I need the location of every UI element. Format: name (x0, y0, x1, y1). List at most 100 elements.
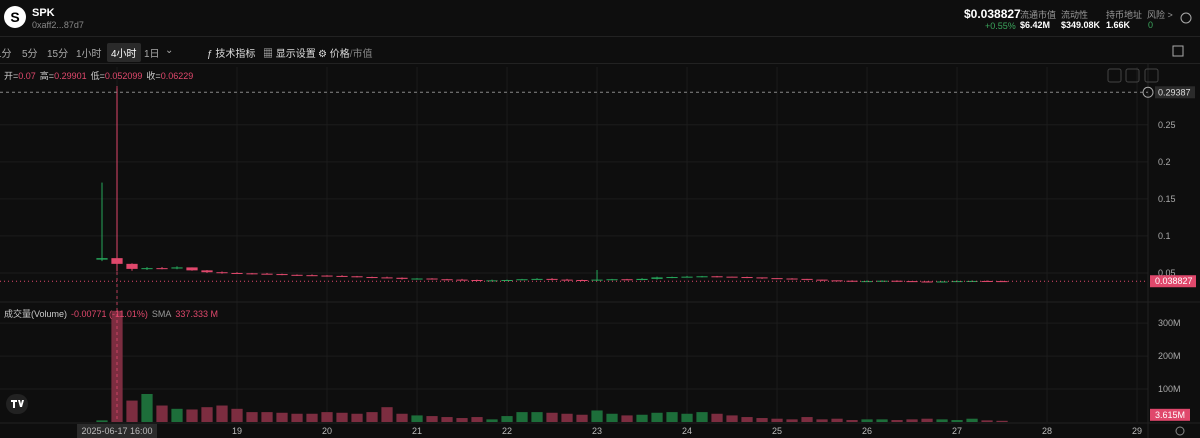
candle-body (156, 268, 168, 270)
token-logo: S (4, 6, 26, 28)
interval[interactable]: 1分 (0, 49, 12, 60)
candle-body (921, 281, 933, 283)
volume-bar (801, 417, 813, 422)
interval[interactable]: 5分 (22, 49, 38, 60)
fullscreen-button[interactable] (1172, 45, 1184, 57)
candle-body (996, 281, 1008, 283)
candle-body (786, 278, 798, 280)
volume-bar (741, 417, 753, 422)
pane-button[interactable] (1125, 68, 1140, 83)
candle-body (801, 278, 813, 280)
volume-bar (186, 409, 198, 422)
stat-label: 持币地址 (1106, 10, 1143, 20)
volume-bar (486, 419, 498, 422)
candle-body (411, 278, 423, 280)
stat-value: $349.08K (1061, 20, 1101, 30)
volume-bar (936, 419, 948, 422)
price-toggle[interactable]: ⚙ 价格/市值 (318, 45, 373, 60)
pane-button[interactable] (1107, 68, 1122, 83)
candle-body (291, 274, 303, 276)
volume-bar (606, 413, 618, 422)
y-tick-label: 0.15 (1158, 194, 1176, 204)
candle-body (771, 278, 783, 280)
x-tick-label: 29 (1132, 426, 1142, 436)
volume-bar (456, 418, 468, 422)
stat-value: 1.66K (1106, 20, 1131, 30)
volume-bar (156, 405, 168, 422)
volume-bar (216, 405, 228, 422)
volume-bar (981, 420, 993, 422)
candle-body (201, 270, 213, 273)
slash: / (349, 49, 353, 60)
x-tick-label: 26 (862, 426, 872, 436)
candle-body (141, 268, 153, 270)
volume-bar (111, 310, 123, 422)
interval[interactable]: 15分 (47, 49, 69, 60)
interval[interactable]: 1日 (144, 49, 160, 60)
y-tick-label: 100M (1158, 384, 1181, 394)
header-settings-button[interactable] (1180, 12, 1192, 24)
candle-body (876, 280, 888, 282)
pane-button[interactable] (1144, 68, 1159, 83)
x-tick-label: 21 (412, 426, 422, 436)
volume-bar (621, 415, 633, 422)
display-label: 显示设置 (275, 49, 316, 60)
volume-bar (696, 412, 708, 422)
candle-body (231, 272, 243, 274)
symbol: SPK (32, 7, 55, 19)
volume-bar (636, 414, 648, 422)
risk-value: 0 (1148, 20, 1154, 30)
open-label: 开= (4, 71, 18, 81)
icon: ▦ (263, 49, 276, 60)
volume-bar (726, 415, 738, 422)
interval-active[interactable]: 4小时 (107, 43, 141, 62)
candle-body (246, 273, 258, 275)
interval[interactable]: 1小时 (76, 49, 102, 60)
candle-body (171, 267, 183, 269)
indicators-button[interactable]: ƒ 技术指标 (207, 45, 255, 60)
candle-body (936, 281, 948, 283)
volume-bar (756, 418, 768, 422)
volume-bar (141, 393, 153, 422)
risk-label[interactable]: 风险 > (1147, 10, 1173, 20)
stat-label: 流动性 (1061, 10, 1089, 20)
volume-bar (501, 416, 513, 422)
candle-body (276, 274, 288, 276)
candle-body (501, 279, 513, 281)
candle-body (546, 278, 558, 280)
y-tick-label: 0.05 (1158, 268, 1176, 278)
candle-body (96, 258, 108, 260)
tv-logo[interactable] (6, 394, 28, 414)
x-tick-label: 22 (502, 426, 512, 436)
x-tick-label: 27 (952, 426, 962, 436)
volume-bar (381, 407, 393, 422)
volume-bar (591, 410, 603, 422)
volume-bar (546, 412, 558, 422)
volume-bar (846, 420, 858, 422)
x-crosshair-box (77, 424, 158, 438)
volume-bar (261, 412, 273, 422)
crosshair-price-box (1155, 86, 1195, 99)
candle-body (441, 279, 453, 281)
candle-body (891, 280, 903, 282)
volume-name: 成交量(Volume) (4, 308, 67, 319)
volume-bar (351, 413, 363, 422)
candle-body (531, 278, 543, 280)
tv-logo-mark (11, 400, 24, 408)
volume-bar (516, 412, 528, 422)
candle-body (471, 279, 483, 281)
display-button[interactable]: ▦ 显示设置 (263, 45, 316, 60)
candle-body (711, 276, 723, 278)
dropdown-caret[interactable]: ⌄ (165, 45, 174, 56)
settings-button[interactable] (1175, 426, 1185, 436)
candle-body (651, 277, 663, 279)
x-tick-label: 28 (1042, 426, 1052, 436)
price-label: 价格 (329, 49, 350, 60)
x-tick-label: 20 (322, 426, 332, 436)
volume-bar (426, 416, 438, 422)
y-tick-label: 300M (1158, 318, 1181, 328)
address[interactable]: 0xaff2...87d7 (32, 20, 84, 30)
y-tick-label: 0.2 (1158, 157, 1171, 167)
volume-bar (906, 419, 918, 422)
volume-bar (411, 415, 423, 422)
